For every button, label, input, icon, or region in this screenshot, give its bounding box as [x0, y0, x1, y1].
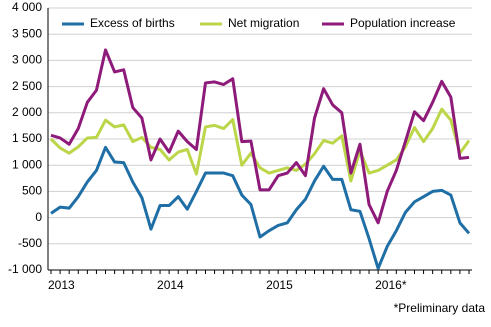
x-tick-label: 2016*	[375, 278, 407, 292]
y-tick-label: 4 000	[12, 0, 42, 14]
series-line	[50, 48, 470, 225]
legend-label: Excess of births	[90, 16, 175, 30]
y-tick-label: 3 500	[12, 26, 42, 40]
series-line	[49, 107, 471, 183]
y-tick-label: 1 000	[12, 157, 42, 171]
y-tick-label: 2 500	[12, 79, 42, 93]
annotation: *Preliminary data	[394, 301, 486, 315]
y-tick-label: 1 500	[12, 131, 42, 145]
legend-label: Population increase	[350, 16, 456, 30]
legend-label: Net migration	[228, 16, 299, 30]
y-tick-label: -1 000	[8, 262, 42, 276]
y-tick-label: -500	[18, 236, 42, 250]
x-tick-label: 2014	[157, 278, 184, 292]
x-tick-label: 2013	[48, 278, 75, 292]
x-tick-label: 2015	[266, 278, 293, 292]
y-tick-label: 3 000	[12, 53, 42, 67]
y-tick-label: 2 000	[12, 105, 42, 119]
y-tick-label: 500	[22, 184, 42, 198]
y-tick-label: 0	[35, 210, 42, 224]
series-line	[50, 145, 471, 270]
